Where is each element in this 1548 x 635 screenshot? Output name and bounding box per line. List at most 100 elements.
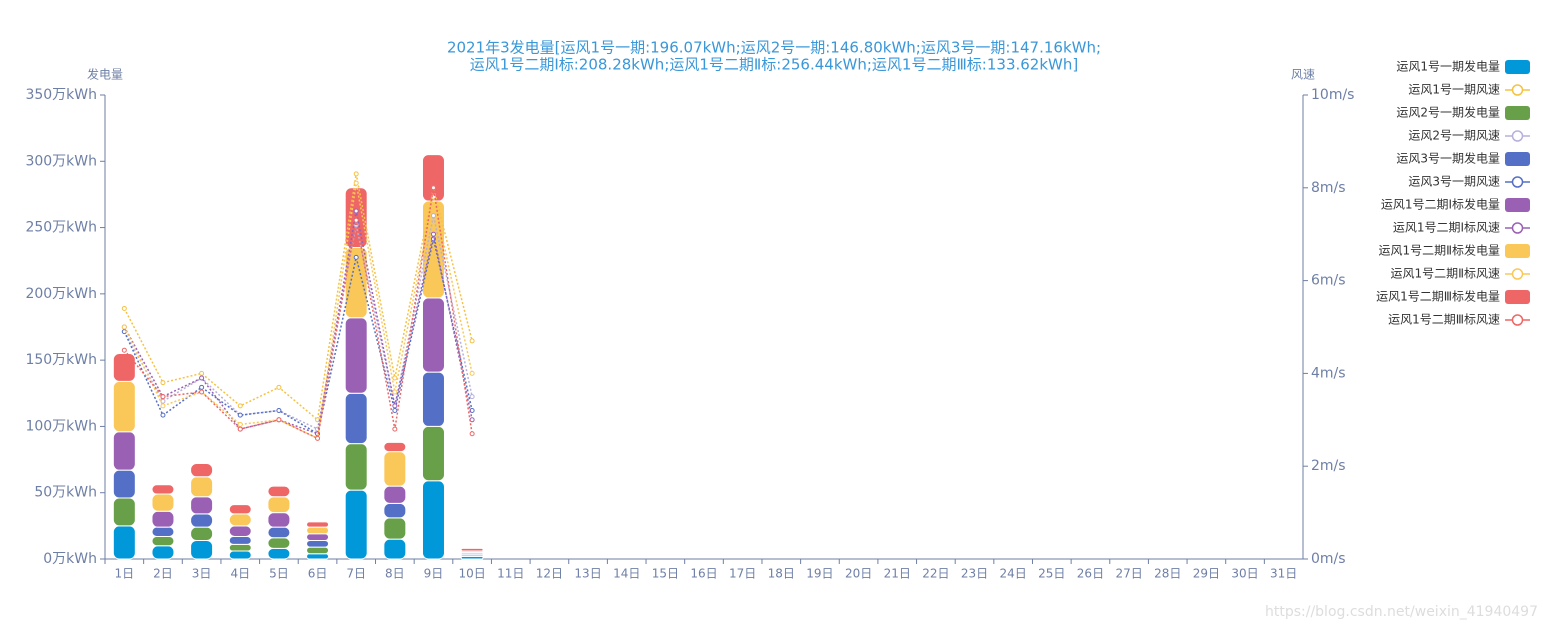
bar-segment [306,526,330,535]
bar-segment [344,392,368,445]
wind-point [121,324,127,330]
bar-segment [383,517,407,540]
y2-tick-label: 6m/s [1311,273,1346,289]
x-tick-label: 20日 [845,567,872,581]
wind-point [121,347,127,353]
bar-segment [306,533,330,541]
bar-segment [383,451,407,487]
x-tick-label: 19日 [806,567,833,581]
wind-point [430,231,436,237]
wind-point [469,394,475,400]
wind-point [315,435,321,441]
wind-point [392,403,398,409]
x-tick-label: 25日 [1038,567,1065,581]
bar-segment [383,485,407,504]
bar-segment [267,496,291,514]
y2-tick-label: 2m/s [1311,458,1346,474]
legend-label: 运风2号一期发电量 [1396,105,1500,120]
bar-segment [151,526,175,537]
bar-segment [151,545,175,560]
bar-segment [151,484,175,495]
x-tick-label: 13日 [574,567,601,581]
wind-point [199,375,205,381]
wind-point [121,329,127,335]
bar-segment [267,526,291,539]
legend-label: 运风1号二期Ⅲ标发电量 [1376,289,1500,304]
x-tick-label: 9日 [424,567,444,581]
bar-segment [306,539,330,548]
wind-point [160,394,166,400]
x-tick-label: 14日 [613,567,640,581]
wind-line [123,210,473,435]
legend-label: 运风2号一期风速 [1408,129,1500,143]
legend-icon [1505,198,1530,212]
y-tick-label: 200万kWh [25,286,97,302]
x-tick-label: 22日 [922,567,949,581]
legend-icon [1511,222,1524,234]
y-tick-label: 150万kWh [25,352,97,368]
bar-segment [383,502,407,519]
x-tick-label: 3日 [192,567,212,581]
bar-segment [112,469,136,499]
bar-segment [267,512,291,528]
bar-segment [421,480,445,560]
bar-segment [151,535,175,547]
legend-label: 运风1号二期Ⅰ标发电量 [1381,197,1500,212]
wind-line [123,187,473,440]
y2-tick-label: 4m/s [1311,365,1346,381]
wind-point [237,412,243,418]
x-tick-label: 1日 [115,567,135,581]
legend-icon [1511,176,1524,188]
bar-segment [228,504,252,515]
legend-label: 运风1号二期Ⅱ标风速 [1390,267,1500,281]
bar-segment [112,380,136,433]
bar-segment [421,154,445,202]
legend-label: 运风1号二期Ⅲ标风速 [1388,313,1500,327]
wind-point [353,180,359,186]
y-tick-label: 100万kWh [25,418,97,434]
y-tick-label: 300万kWh [25,153,97,169]
x-tick-label: 24日 [1000,567,1027,581]
bar-segment [344,489,368,560]
legend-icon [1511,130,1524,142]
wind-point [392,408,398,414]
y-tick-label: 250万kWh [25,220,97,236]
x-tick-label: 8日 [385,567,405,581]
wind-point [276,408,282,414]
x-tick-label: 27日 [1115,567,1142,581]
legend-icon [1505,152,1530,166]
legend-label: 运风1号二期Ⅱ标发电量 [1378,243,1500,258]
wind-point [237,426,243,432]
y2-tick-label: 0m/s [1311,551,1346,567]
bar-segment [112,497,136,527]
y-tick-label: 350万kWh [25,87,97,103]
wind-point [160,380,166,386]
wind-point [353,254,359,260]
wind-point [392,389,398,395]
wind-point [392,426,398,432]
bar-segment [228,513,252,527]
bar-segment [460,547,484,552]
legend-icon [1511,268,1524,280]
bar-segment [190,526,214,541]
wind-point [199,370,205,376]
x-tick-label: 11日 [497,567,524,581]
y2-tick-label: 8m/s [1311,180,1346,196]
bar-segment [344,317,368,394]
bar-segment [267,485,291,498]
bar-segment [112,525,136,560]
bar-segment [421,371,445,427]
legend-icon [1505,60,1530,74]
wind-point [237,403,243,409]
legend-icon [1505,106,1530,120]
x-tick-label: 10日 [458,567,485,581]
bar-segment [421,297,445,373]
wind-point [199,389,205,395]
bar-segment [421,425,445,482]
legend-label: 运风1号一期发电量 [1396,59,1500,74]
x-tick-label: 5日 [269,567,289,581]
legend-icon [1505,244,1530,258]
wind-point [469,338,475,344]
